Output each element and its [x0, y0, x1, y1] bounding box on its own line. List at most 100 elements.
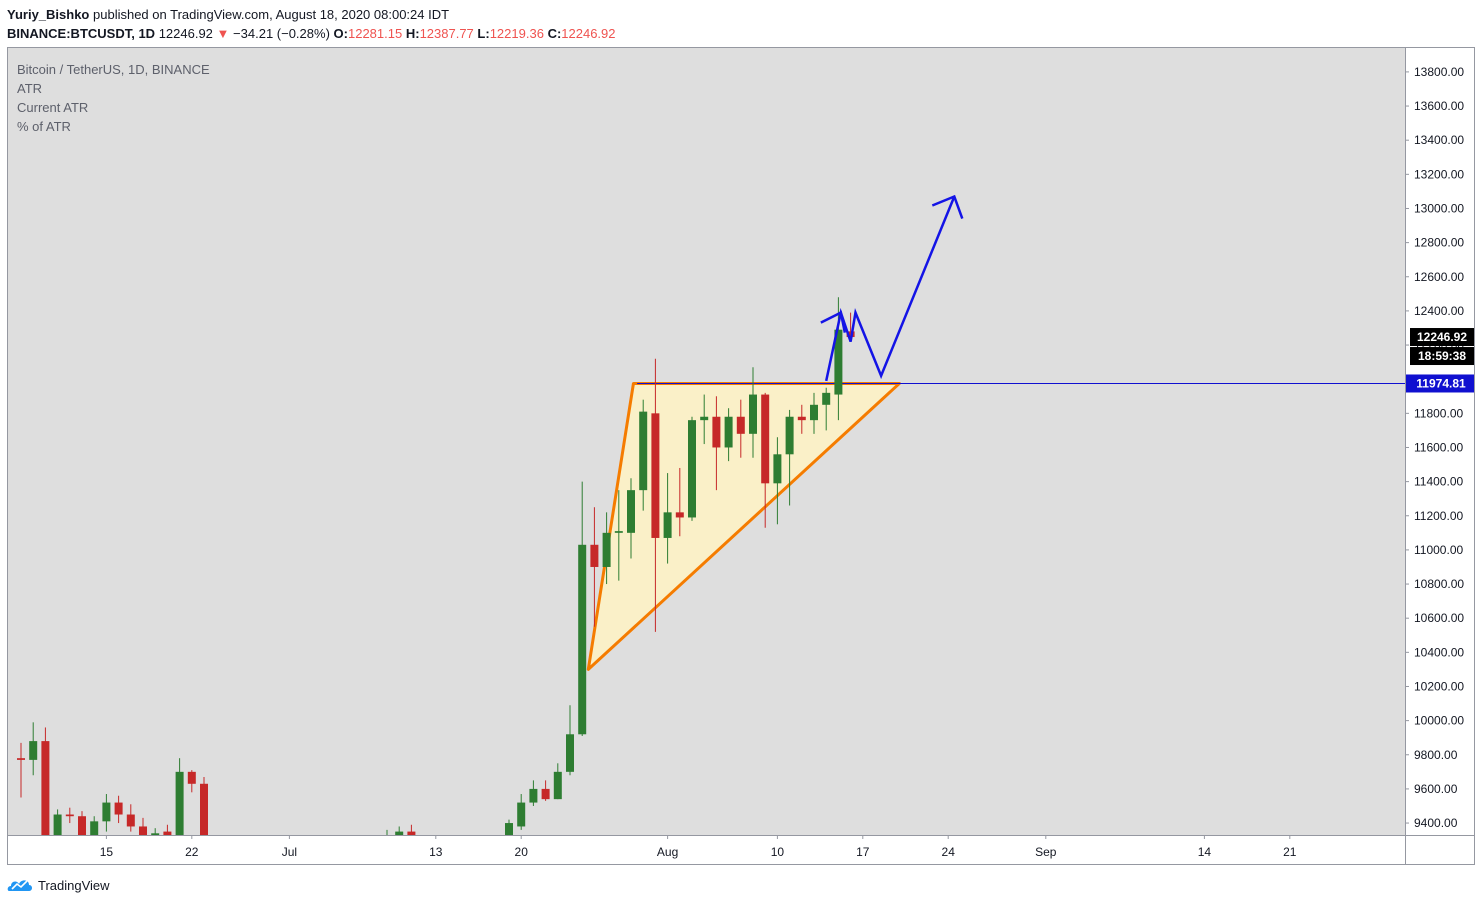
candle-body — [505, 823, 513, 835]
x-tick-label: 17 — [856, 845, 870, 859]
footer: TradingView — [7, 876, 110, 894]
candle — [200, 776, 208, 835]
candle-body — [200, 783, 208, 835]
candle-body — [139, 826, 147, 835]
candle — [505, 819, 513, 835]
x-tick-label: 14 — [1198, 845, 1212, 859]
close-value: 12246.92 — [561, 26, 616, 41]
publish-line: Yuriy_Bishko published on TradingView.co… — [7, 7, 449, 22]
candle-body — [541, 788, 550, 800]
candle — [151, 828, 160, 835]
candle — [395, 826, 404, 835]
legend-percent-atr[interactable]: % of ATR — [17, 119, 71, 134]
candle — [90, 816, 99, 835]
y-tick-label: 13400.00 — [1414, 133, 1464, 147]
x-tick-label: Sep — [1035, 845, 1057, 859]
candle — [712, 396, 721, 491]
low-value: 12219.36 — [489, 26, 544, 41]
y-tick-label: 12800.00 — [1414, 236, 1464, 250]
candle-body — [675, 512, 684, 518]
candle-body — [822, 392, 831, 405]
y-tick-label: 9600.00 — [1414, 782, 1458, 796]
candle-body — [834, 329, 843, 395]
candle-body — [578, 544, 587, 735]
y-tick-label: 13200.00 — [1414, 167, 1464, 181]
candles — [17, 297, 855, 835]
candle-body — [663, 512, 672, 538]
y-tick-label: 10600.00 — [1414, 611, 1464, 625]
candle-body — [761, 394, 770, 484]
candle-body — [187, 771, 196, 784]
legend-atr[interactable]: ATR — [17, 81, 43, 96]
close-label: C: — [547, 26, 562, 41]
line-price-badge — [1406, 374, 1475, 393]
legend-symbol[interactable]: Bitcoin / TetherUS, 1D, BINANCE — [17, 62, 210, 77]
candle-body — [614, 531, 623, 533]
candle — [761, 392, 770, 528]
x-tick-label: 22 — [185, 845, 199, 859]
x-tick-label: 20 — [515, 845, 529, 859]
candle — [114, 795, 123, 824]
y-tick-label: 11800.00 — [1414, 406, 1463, 420]
candle-body — [395, 831, 404, 835]
candle — [541, 780, 550, 801]
y-tick-label: 9800.00 — [1414, 748, 1458, 762]
candle-body — [773, 454, 782, 484]
candle — [614, 490, 623, 581]
candle — [627, 478, 635, 559]
x-tick-label: Jul — [282, 845, 297, 859]
projection-arrowhead — [931, 194, 964, 219]
projection-arrow-path — [824, 196, 956, 382]
candle — [834, 297, 843, 421]
x-tick-label: 15 — [100, 845, 114, 859]
pattern-layer — [586, 381, 1405, 671]
candle-body — [529, 788, 538, 803]
change-down-icon: ▼ — [216, 26, 230, 41]
candle — [553, 763, 562, 800]
candle-body — [712, 416, 721, 448]
candle — [749, 367, 757, 458]
candle-body — [688, 420, 696, 518]
candle-body — [602, 532, 611, 567]
y-tick-label: 10800.00 — [1414, 577, 1464, 591]
candle — [407, 824, 416, 835]
x-tick-label: 13 — [429, 845, 443, 859]
peak-arrowhead — [820, 310, 847, 333]
candle — [65, 807, 74, 824]
chart-border — [7, 47, 1475, 865]
candle-body — [700, 416, 709, 421]
candle — [386, 829, 388, 835]
candle-body — [736, 416, 745, 434]
low-label: L: — [477, 26, 490, 41]
candle-body — [639, 411, 648, 491]
open-value: 12281.15 — [347, 26, 403, 41]
candle — [41, 727, 50, 835]
candle — [822, 387, 831, 431]
legend-current-atr[interactable]: Current ATR — [17, 100, 89, 115]
candle — [810, 392, 818, 434]
candle-body — [553, 771, 562, 800]
candle — [187, 770, 196, 793]
candle — [102, 794, 111, 832]
symbol-label: BINANCE:BTCUSDT, 1D — [7, 26, 156, 41]
price-axis[interactable]: 9400.00 9600.00 9800.00 10000.00 10200.00 104… — [1405, 65, 1475, 830]
footer-brand[interactable]: TradingView — [38, 877, 110, 893]
y-tick-label: 10200.00 — [1414, 679, 1464, 693]
candle — [602, 512, 611, 585]
x-tick-label: 24 — [942, 845, 956, 859]
candle-body — [41, 741, 50, 835]
candle-body — [566, 734, 574, 772]
candle — [639, 399, 648, 511]
candle — [517, 794, 526, 830]
candle-body — [590, 544, 599, 567]
candle-body — [126, 814, 135, 827]
time-axis[interactable]: 15 22 Jul 13 20 Aug 10 17 24 Sep 14 21 — [100, 835, 1297, 859]
author-name[interactable]: Yuriy_Bishko — [7, 7, 90, 22]
candle-body — [17, 758, 25, 760]
y-tick-label: 11200.00 — [1414, 509, 1463, 523]
ohlc-line: BINANCE:BTCUSDT, 1D 12246.92 ▼ −34.21 (−… — [7, 26, 616, 41]
y-tick-label: 10400.00 — [1414, 645, 1464, 659]
x-tick-label: 21 — [1283, 845, 1297, 859]
candle — [736, 399, 745, 458]
